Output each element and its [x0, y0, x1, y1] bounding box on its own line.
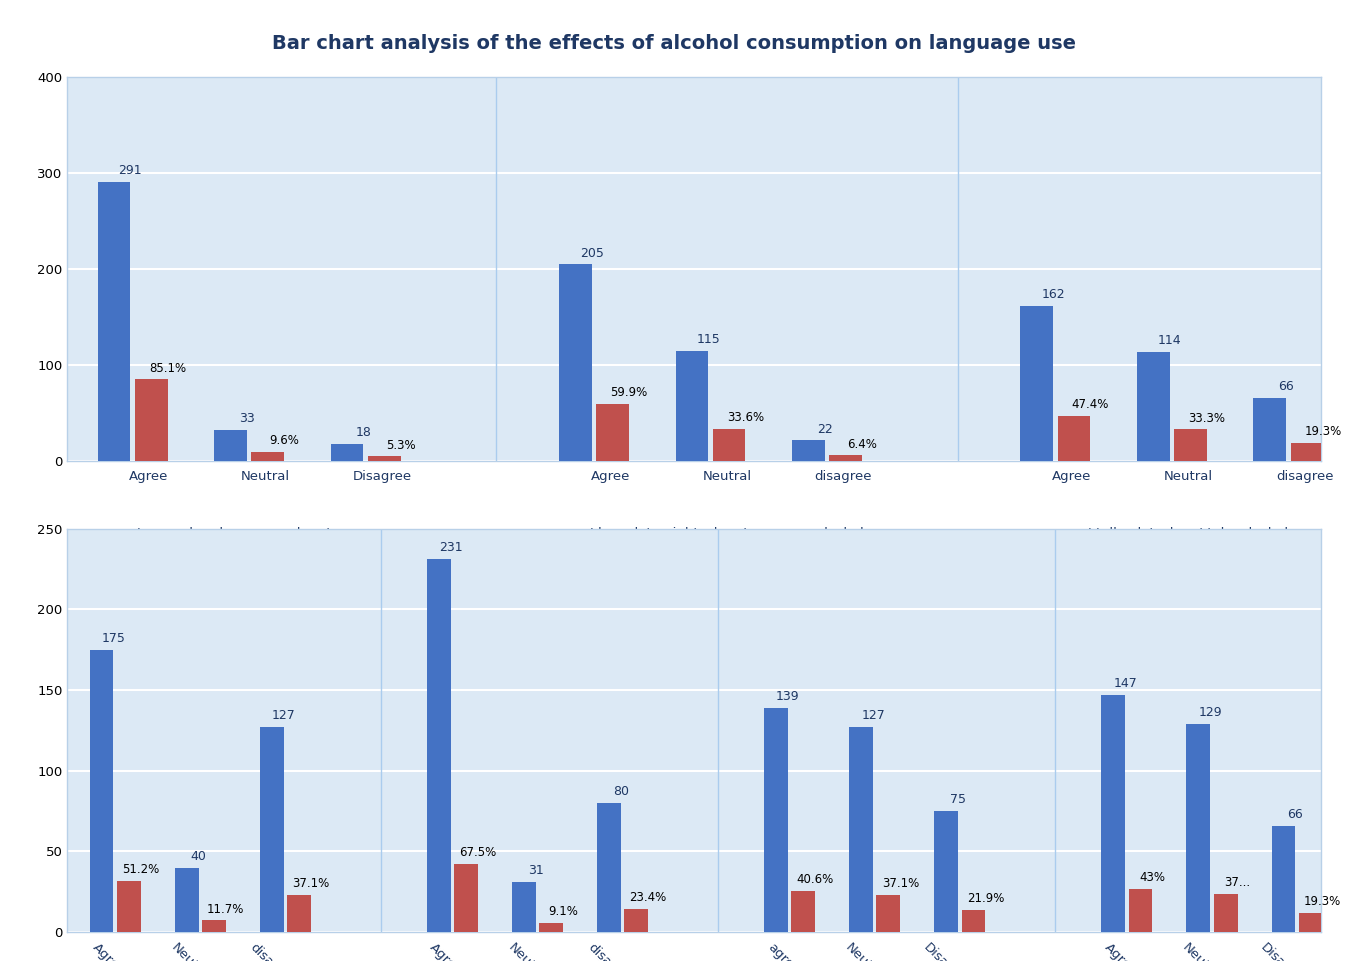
Text: 37.1%: 37.1% — [293, 876, 330, 890]
Text: 9.6%: 9.6% — [270, 434, 299, 448]
Text: 75: 75 — [950, 793, 967, 806]
Bar — [596, 404, 630, 461]
Bar — [539, 923, 563, 932]
Text: 21.9%: 21.9% — [967, 892, 1004, 905]
Text: 19.3%: 19.3% — [1305, 425, 1343, 438]
Text: 127: 127 — [272, 709, 295, 723]
Text: I talk a lot when I take alcohol: I talk a lot when I take alcohol — [1088, 527, 1289, 540]
Bar — [1254, 398, 1286, 461]
Bar — [252, 452, 284, 461]
Text: 80: 80 — [613, 785, 630, 799]
Bar — [175, 868, 198, 932]
Bar — [260, 727, 283, 932]
Text: 51.2%: 51.2% — [123, 863, 159, 875]
Bar — [675, 351, 708, 461]
Bar — [876, 895, 900, 932]
Text: 47.4%: 47.4% — [1072, 398, 1109, 411]
Text: 162: 162 — [1041, 288, 1065, 301]
Bar — [1136, 352, 1170, 461]
Bar — [368, 456, 400, 461]
Legend: Series1, Series2: Series1, Series2 — [604, 576, 785, 601]
Bar — [849, 727, 874, 932]
Text: 9.1%: 9.1% — [549, 905, 578, 918]
Text: 147: 147 — [1113, 677, 1136, 690]
Bar — [764, 707, 787, 932]
Bar — [961, 910, 985, 932]
Text: 31: 31 — [528, 864, 543, 877]
Text: 33: 33 — [239, 412, 255, 425]
Text: 66: 66 — [1287, 808, 1304, 821]
Bar — [1174, 430, 1206, 461]
Text: 18: 18 — [356, 427, 371, 439]
Text: 205: 205 — [580, 247, 604, 259]
Text: 127: 127 — [861, 709, 884, 723]
Text: 85.1%: 85.1% — [150, 362, 186, 375]
Bar — [559, 264, 592, 461]
Bar — [1271, 825, 1295, 932]
Text: 23.4%: 23.4% — [630, 891, 667, 903]
Bar — [454, 864, 479, 932]
Text: 66: 66 — [1278, 381, 1294, 393]
Text: 33.6%: 33.6% — [727, 411, 764, 425]
Bar — [117, 880, 140, 932]
Text: I keep late night when I consume alcohol: I keep late night when I consume alcohol — [590, 527, 864, 540]
Bar — [1291, 443, 1324, 461]
Bar — [1020, 306, 1053, 461]
Bar — [597, 803, 621, 932]
Bar — [214, 430, 247, 461]
Text: 11.7%: 11.7% — [208, 902, 244, 916]
Text: I use vulgar language when I consume
alcohol: I use vulgar language when I consume alc… — [136, 527, 395, 554]
Text: 40.6%: 40.6% — [797, 874, 834, 886]
Bar — [1299, 913, 1322, 932]
Bar — [89, 650, 113, 932]
Text: 6.4%: 6.4% — [847, 437, 878, 451]
Bar — [934, 811, 958, 932]
Bar — [793, 440, 825, 461]
Bar — [287, 895, 311, 932]
Bar — [1058, 416, 1091, 461]
Text: 59.9%: 59.9% — [611, 386, 647, 399]
Bar — [1186, 724, 1211, 932]
Bar — [1101, 695, 1126, 932]
Bar — [791, 891, 816, 932]
Text: 115: 115 — [697, 333, 720, 346]
Text: 114: 114 — [1158, 334, 1181, 347]
Bar — [713, 429, 745, 461]
Text: 40: 40 — [190, 850, 206, 863]
Text: 37...: 37... — [1224, 876, 1251, 889]
Text: 129: 129 — [1198, 706, 1223, 719]
Bar — [624, 908, 648, 932]
Text: 231: 231 — [439, 541, 462, 554]
Text: 22: 22 — [817, 423, 833, 435]
Bar — [135, 380, 167, 461]
Bar — [512, 882, 535, 932]
Bar — [202, 921, 226, 932]
Text: 37.1%: 37.1% — [882, 876, 919, 890]
Text: 33.3%: 33.3% — [1189, 411, 1225, 425]
Text: 67.5%: 67.5% — [460, 847, 496, 859]
Bar — [97, 182, 131, 461]
Text: 291: 291 — [119, 164, 142, 177]
Text: 5.3%: 5.3% — [386, 438, 415, 452]
Text: 175: 175 — [101, 631, 125, 645]
Bar — [1213, 894, 1237, 932]
Text: 43%: 43% — [1139, 871, 1166, 884]
Bar — [427, 559, 450, 932]
Text: 19.3%: 19.3% — [1304, 895, 1341, 908]
Text: Bar chart analysis of the effects of alcohol consumption on language use: Bar chart analysis of the effects of alc… — [272, 34, 1076, 53]
Text: 139: 139 — [776, 690, 799, 702]
Bar — [330, 444, 364, 461]
Bar — [829, 456, 861, 461]
Bar — [1128, 889, 1153, 932]
